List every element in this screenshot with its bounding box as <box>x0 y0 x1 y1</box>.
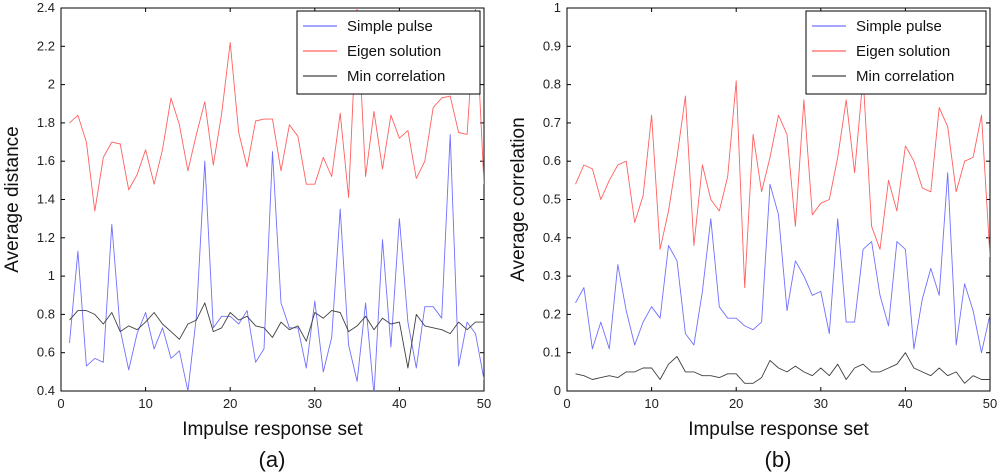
x-tick-label: 30 <box>814 396 828 411</box>
panel-caption: (a) <box>259 447 286 472</box>
x-tick-label: 0 <box>563 396 570 411</box>
series-line-min-correlation <box>69 302 484 369</box>
y-tick-label: 0.4 <box>37 383 55 398</box>
legend-label-eigen-solution: Eigen solution <box>856 43 950 60</box>
legend-box <box>296 10 481 95</box>
x-tick-label: 20 <box>223 396 237 411</box>
chart-panel-a: 0.4 0.6 0.8 1 1.2 1.4 1.6 1.8 2 2.2 2.4 0 10 20 30 40 50… <box>2 0 491 472</box>
y-tick-label: 1 <box>554 0 561 15</box>
legend-label-min-correlation: Min correlation <box>347 68 445 85</box>
y-tick-label: 1.8 <box>37 115 55 130</box>
y-tick-label: 0.5 <box>543 192 561 207</box>
x-tick-label: 30 <box>308 396 322 411</box>
legend-label-eigen-solution: Eigen solution <box>347 43 441 60</box>
x-tick-label: 10 <box>138 396 152 411</box>
series-line-eigen-solution <box>69 8 484 212</box>
y-tick-label: 0.2 <box>543 306 561 321</box>
y-tick-label: 2.2 <box>37 38 55 53</box>
y-tick-label: 1.4 <box>37 192 55 207</box>
x-tick-label: 0 <box>57 396 64 411</box>
series-line-simple-pulse <box>575 172 990 354</box>
y-tick-label: 0 <box>554 383 561 398</box>
y-tick-label: 0.6 <box>543 153 561 168</box>
y-axis-label: Average distance <box>2 126 23 272</box>
x-tick-label: 50 <box>983 396 997 411</box>
y-tick-label: 1 <box>48 268 55 283</box>
y-tick-label: 0.8 <box>37 306 55 321</box>
series-group <box>69 8 484 391</box>
y-tick-label: 0.1 <box>543 345 561 360</box>
x-tick-label: 40 <box>898 396 912 411</box>
chart-panel-b: 00.10.20.30.40.50.60.70.80.910 10 20 30 40 50… <box>508 0 997 472</box>
legend: Simple pulse Eigen solution Min correlatio… <box>805 10 987 95</box>
x-tick-label: 20 <box>729 396 743 411</box>
legend-label-min-correlation: Min correlation <box>856 68 954 85</box>
x-tick-label: 10 <box>644 396 658 411</box>
y-tick-label: 2 <box>48 77 55 92</box>
series-line-simple-pulse <box>69 133 484 391</box>
panel-caption: (b) <box>765 447 792 472</box>
legend: Simple pulse Eigen solution Min correlatio… <box>296 10 481 95</box>
legend-label-simple-pulse: Simple pulse <box>856 18 942 35</box>
y-tick-label: 1.2 <box>37 230 55 245</box>
x-axis-label: Impulse response set <box>688 419 869 440</box>
y-tick-label: 0.3 <box>543 268 561 283</box>
y-tick-label: 0.7 <box>543 115 561 130</box>
y-tick-label: 1.6 <box>37 153 55 168</box>
y-tick-label: 0.6 <box>37 345 55 360</box>
x-axis-label: Impulse response set <box>182 419 363 440</box>
y-axis-label: Average correlation <box>508 117 529 281</box>
x-tick-label: 50 <box>477 396 491 411</box>
legend-label-simple-pulse: Simple pulse <box>347 18 433 35</box>
y-tick-label: 2.4 <box>37 0 55 15</box>
series-line-eigen-solution <box>575 76 990 289</box>
series-line-min-correlation <box>575 352 990 384</box>
y-tick-label: 0.4 <box>543 230 561 245</box>
legend-box <box>805 10 987 95</box>
series-group <box>575 76 990 384</box>
y-tick-label: 0.8 <box>543 77 561 92</box>
x-tick-label: 40 <box>392 396 406 411</box>
y-tick-label: 0.9 <box>543 38 561 53</box>
